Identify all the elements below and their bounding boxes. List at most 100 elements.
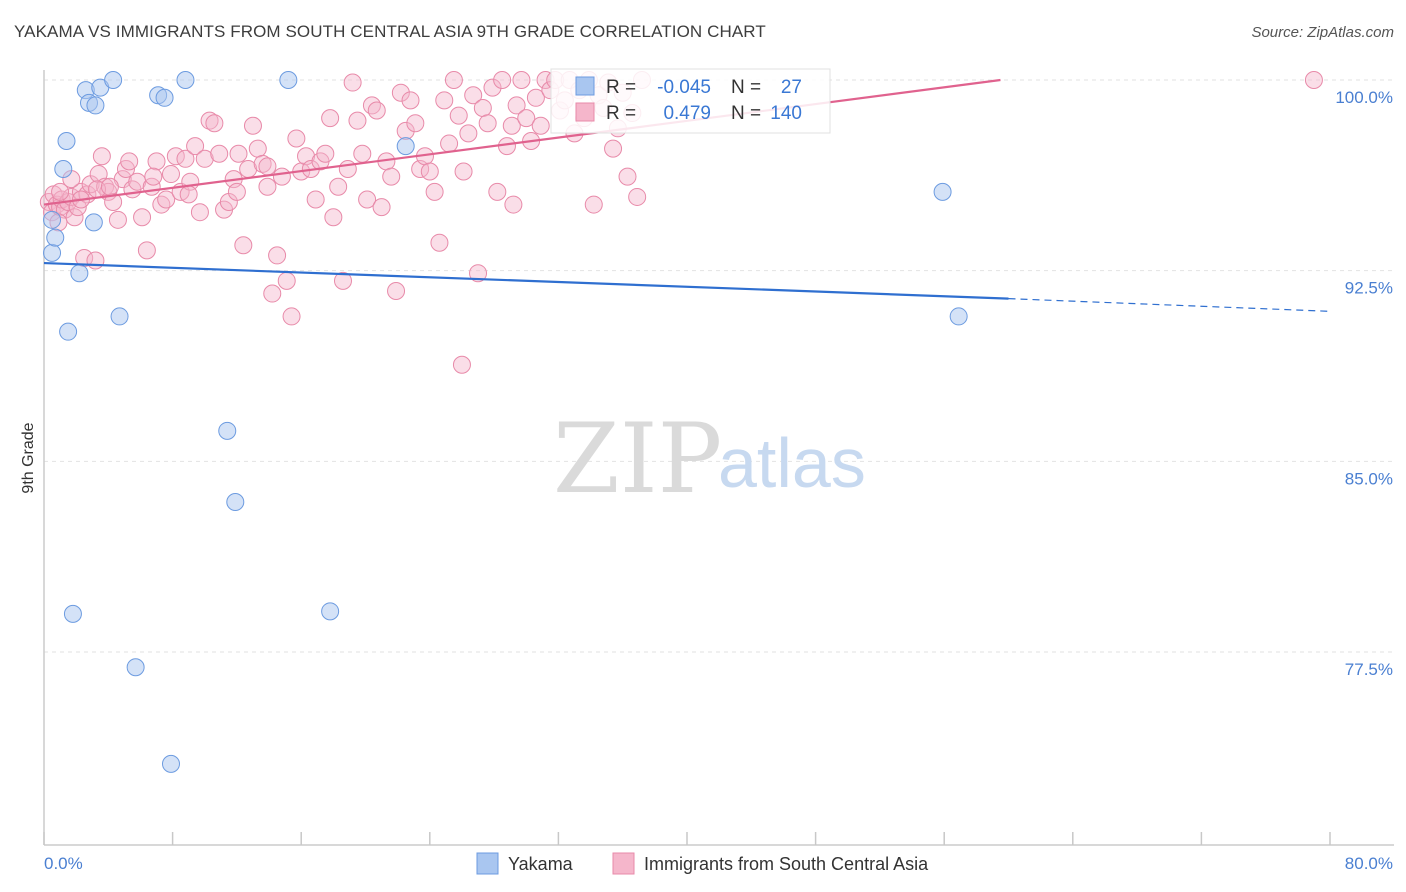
point-immigrants-136 <box>100 177 119 196</box>
point-immigrants-50 <box>243 116 262 135</box>
series-immigrants-points <box>39 71 1323 374</box>
point-immigrants-52 <box>253 154 272 173</box>
point-immigrants-33 <box>161 165 180 184</box>
y-tick-label-3: 77.5% <box>1345 660 1393 679</box>
point-immigrants-84 <box>406 114 425 133</box>
point-immigrants-125 <box>604 139 623 158</box>
point-immigrants-72 <box>348 111 367 130</box>
point-immigrants-38 <box>186 137 205 156</box>
point-immigrants-15 <box>86 251 105 270</box>
point-immigrants-96 <box>464 86 483 105</box>
y-axis-tick-labels: 100.0% 92.5% 85.0% 77.5% <box>1335 88 1393 679</box>
point-immigrants-28 <box>137 241 156 260</box>
point-yakama-10 <box>84 213 103 232</box>
point-yakama-19 <box>176 71 195 89</box>
point-immigrants-81 <box>391 83 410 102</box>
point-yakama-17 <box>155 88 174 107</box>
point-immigrants-134 <box>258 177 277 196</box>
point-immigrants-66 <box>321 109 340 128</box>
legend-r-label-1: R = <box>606 77 636 98</box>
y-tick-label-2: 85.0% <box>1345 469 1393 488</box>
point-immigrants-140 <box>1304 71 1323 89</box>
trend-line-yakama <box>43 261 1009 300</box>
point-immigrants-87 <box>420 162 439 181</box>
point-yakama-0 <box>43 243 62 262</box>
legend-swatch-immigrants <box>575 102 595 122</box>
point-immigrants-51 <box>248 139 267 158</box>
bottom-legend-label-immigrants: Immigrants from South Central Asia <box>644 854 929 874</box>
point-immigrants-56 <box>272 167 291 186</box>
point-immigrants-138 <box>179 185 198 204</box>
point-immigrants-99 <box>478 114 497 133</box>
point-immigrants-80 <box>387 282 406 301</box>
point-immigrants-139 <box>452 355 471 374</box>
point-yakama-14 <box>110 307 129 326</box>
point-immigrants-47 <box>229 144 248 163</box>
x-tick-label-max: 80.0% <box>1345 854 1393 873</box>
y-tick-label-0: 100.0% <box>1335 88 1393 107</box>
point-yakama-3 <box>54 159 73 178</box>
point-immigrants-130 <box>628 187 647 206</box>
point-immigrants-102 <box>493 71 512 89</box>
source-label: Source: ZipAtlas.com <box>1251 24 1394 41</box>
point-immigrants-53 <box>258 157 277 176</box>
point-immigrants-24 <box>120 152 139 171</box>
point-yakama-1 <box>43 210 62 229</box>
point-immigrants-57 <box>277 271 296 290</box>
chart-title: YAKAMA VS IMMIGRANTS FROM SOUTH CENTRAL … <box>14 22 766 41</box>
point-immigrants-75 <box>362 96 381 115</box>
point-immigrants-26 <box>128 172 147 191</box>
point-yakama-4 <box>57 132 76 151</box>
point-immigrants-74 <box>358 190 377 209</box>
point-immigrants-41 <box>200 111 219 130</box>
point-immigrants-71 <box>343 73 362 92</box>
point-immigrants-128 <box>618 167 637 186</box>
point-yakama-6 <box>63 604 82 623</box>
trend-line-yakama-extension <box>1008 298 1331 312</box>
legend-n-value-2: 140 <box>770 103 802 124</box>
point-yakama-22 <box>279 71 298 89</box>
point-immigrants-141 <box>51 182 70 201</box>
point-immigrants-121 <box>584 195 603 214</box>
point-immigrants-91 <box>440 134 459 153</box>
series-yakama-points <box>43 71 968 773</box>
correlation-legend: R = -0.045 N = 27 R = 0.479 N = 140 <box>550 68 831 134</box>
series-legend: Yakama Immigrants from South Central Asi… <box>476 852 929 875</box>
bottom-legend-swatch-immigrants <box>612 852 635 875</box>
trend-line-immigrants <box>43 78 1001 206</box>
point-immigrants-67 <box>324 208 343 227</box>
point-yakama-2 <box>46 228 65 247</box>
point-immigrants-90 <box>435 91 454 110</box>
point-immigrants-32 <box>157 190 176 209</box>
point-immigrants-31 <box>152 195 171 214</box>
point-immigrants-104 <box>502 116 521 135</box>
legend-n-label-1: N = <box>731 77 761 98</box>
point-yakama-20 <box>218 421 237 440</box>
point-immigrants-77 <box>372 198 391 217</box>
point-immigrants-40 <box>195 149 214 168</box>
point-immigrants-69 <box>333 271 352 290</box>
point-immigrants-95 <box>459 124 478 143</box>
legend-n-value-1: 27 <box>781 77 802 98</box>
y-axis-label: 9th Grade <box>20 422 37 493</box>
point-yakama-11 <box>86 96 105 115</box>
legend-r-value-2: 0.479 <box>663 103 711 124</box>
bottom-legend-label-yakama: Yakama <box>508 854 574 874</box>
point-immigrants-73 <box>353 144 372 163</box>
legend-n-label-2: N = <box>731 103 761 124</box>
point-immigrants-79 <box>382 167 401 186</box>
point-immigrants-97 <box>469 264 488 283</box>
point-yakama-7 <box>70 264 89 283</box>
trend-lines <box>43 78 1331 312</box>
point-yakama-23 <box>321 602 340 621</box>
point-immigrants-39 <box>190 203 209 222</box>
point-immigrants-21 <box>108 210 127 229</box>
y-tick-label-1: 92.5% <box>1345 279 1393 298</box>
point-immigrants-48 <box>234 236 253 255</box>
point-yakama-15 <box>126 658 145 677</box>
point-immigrants-109 <box>526 88 545 107</box>
point-immigrants-92 <box>444 71 463 89</box>
point-immigrants-133 <box>227 182 246 201</box>
point-yakama-21 <box>226 493 245 512</box>
